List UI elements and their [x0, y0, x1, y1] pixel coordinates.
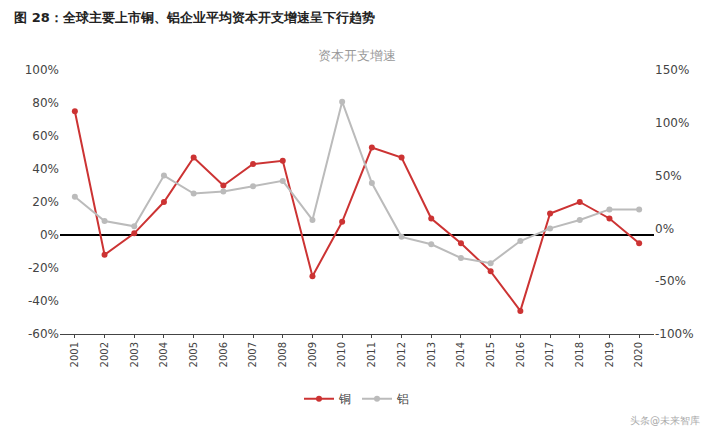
svg-text:2006: 2006	[218, 342, 229, 367]
svg-text:50%: 50%	[655, 169, 682, 183]
svg-text:2002: 2002	[99, 342, 110, 367]
svg-text:2014: 2014	[455, 342, 466, 367]
svg-text:2008: 2008	[277, 342, 288, 367]
svg-text:150%: 150%	[655, 63, 689, 77]
svg-text:2004: 2004	[158, 342, 169, 367]
svg-text:20%: 20%	[32, 195, 59, 209]
svg-text:-100%: -100%	[655, 327, 694, 341]
svg-text:-50%: -50%	[655, 274, 686, 288]
svg-text:100%: 100%	[655, 116, 689, 130]
svg-text:头条@未来智库: 头条@未来智库	[630, 415, 700, 426]
svg-text:2009: 2009	[307, 342, 318, 367]
svg-text:2015: 2015	[485, 342, 496, 367]
svg-text:-40%: -40%	[28, 294, 59, 308]
svg-text:铜: 铜	[338, 392, 351, 406]
svg-text:2018: 2018	[574, 342, 585, 367]
svg-text:-60%: -60%	[28, 327, 59, 341]
svg-text:2001: 2001	[69, 342, 80, 367]
svg-text:2012: 2012	[396, 342, 407, 367]
svg-text:40%: 40%	[32, 162, 59, 176]
svg-text:2019: 2019	[604, 342, 615, 367]
svg-text:2011: 2011	[366, 342, 377, 367]
svg-text:资本开支增速: 资本开支增速	[318, 48, 396, 63]
svg-text:2013: 2013	[426, 342, 437, 367]
svg-text:2007: 2007	[247, 342, 258, 367]
svg-text:60%: 60%	[32, 129, 59, 143]
svg-text:2010: 2010	[336, 342, 347, 367]
svg-text:2016: 2016	[515, 342, 526, 367]
svg-text:0%: 0%	[655, 222, 674, 236]
svg-text:2020: 2020	[633, 342, 644, 367]
svg-text:2017: 2017	[544, 342, 555, 367]
svg-text:铝: 铝	[396, 392, 409, 406]
svg-text:-20%: -20%	[28, 261, 59, 275]
svg-text:2005: 2005	[188, 342, 199, 367]
svg-text:2003: 2003	[129, 342, 140, 367]
svg-text:图 28：全球主要上市铜、铝企业平均资本开支增速呈下行趋势: 图 28：全球主要上市铜、铝企业平均资本开支增速呈下行趋势	[14, 10, 375, 25]
svg-text:80%: 80%	[32, 96, 59, 110]
svg-text:0%: 0%	[40, 228, 59, 242]
svg-text:100%: 100%	[25, 63, 59, 77]
